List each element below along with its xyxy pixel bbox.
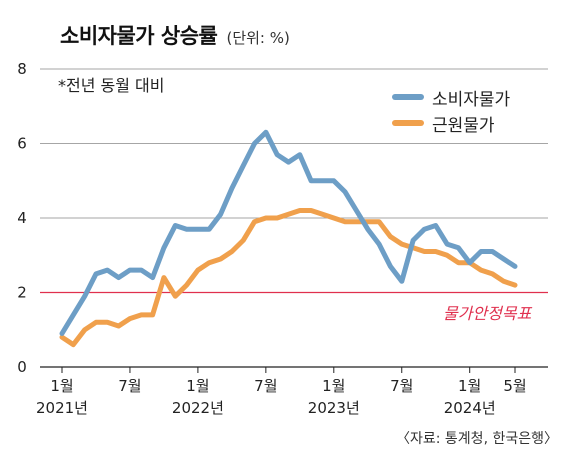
chart-title-row: 소비자물가 상승률 (단위: %) <box>60 20 290 50</box>
x-tick-label-month-12: 1월 <box>186 377 209 395</box>
y-tick-label-2: 2 <box>17 284 27 302</box>
x-tick-label-month-24: 1월 <box>322 377 345 395</box>
chart-note: *전년 동월 대비 <box>58 76 165 95</box>
legend-item-core: 근원물가 <box>392 110 510 136</box>
chart-unit: (단위: %) <box>226 29 290 47</box>
x-tick-label-year-36: 2024년 <box>444 399 496 417</box>
x-tick-label-month-18: 7월 <box>254 377 277 395</box>
legend-swatch-core <box>392 120 424 126</box>
chart-legend: 소비자물가 근원물가 <box>392 84 510 136</box>
y-tick-label-8: 8 <box>17 60 27 78</box>
x-tick-label-year-0: 2021년 <box>36 399 88 417</box>
source-note: 〈자료: 통계청, 한국은행〉 <box>396 431 558 447</box>
y-tick-label-6: 6 <box>17 135 27 153</box>
x-tick-label-year-12: 2022년 <box>172 399 224 417</box>
x-tick-label-month-0: 1월 <box>50 377 73 395</box>
y-tick-label-4: 4 <box>17 209 27 227</box>
legend-label-cpi: 소비자물가 <box>432 89 511 110</box>
x-tick-label-year-24: 2023년 <box>308 399 360 417</box>
legend-label-core: 근원물가 <box>432 115 495 136</box>
x-tick-label-month-6: 7월 <box>118 377 141 395</box>
legend-item-cpi: 소비자물가 <box>392 84 510 110</box>
chart-title: 소비자물가 상승률 <box>60 24 218 48</box>
y-tick-label-0: 0 <box>17 358 27 376</box>
inflation-target-label: 물가안정목표 <box>443 304 532 323</box>
series-line-core <box>59 208 518 348</box>
x-tick-label-month-30: 7월 <box>390 377 413 395</box>
x-tick-label-month-40: 5월 <box>503 377 526 395</box>
legend-swatch-cpi <box>392 94 424 100</box>
series-line-cpi <box>59 129 518 336</box>
x-tick-label-month-36: 1월 <box>458 377 481 395</box>
